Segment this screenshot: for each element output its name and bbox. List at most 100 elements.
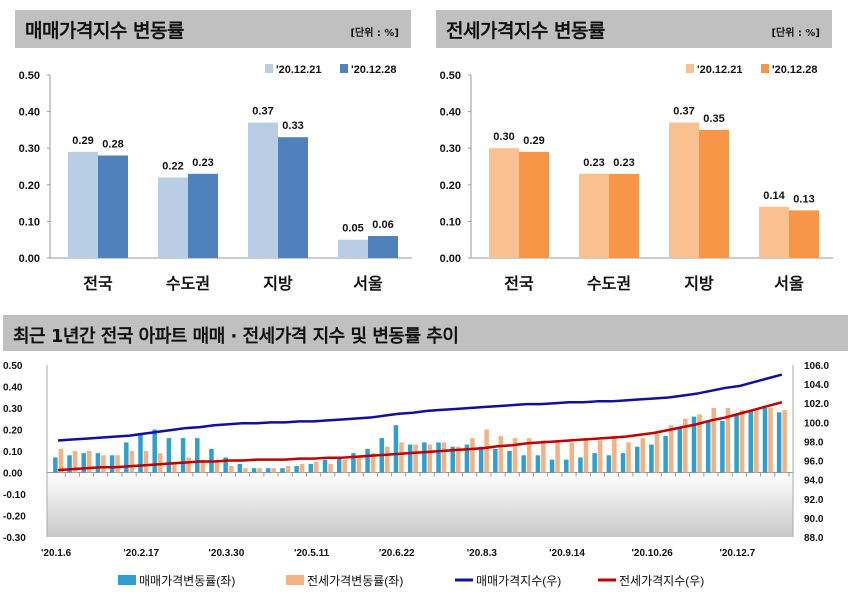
sale-rate-bar	[109, 455, 115, 473]
jeonse-y-tick-label: 0.00	[440, 253, 461, 265]
jeonse-rate-bar	[356, 457, 362, 473]
jeonse-rate-bar	[654, 433, 660, 473]
sale-data-label: 0.23	[192, 157, 213, 169]
sale-bar-prev	[158, 177, 188, 258]
sale-rate-bar	[705, 420, 711, 473]
sale-rate-bar	[138, 433, 143, 473]
jeonse-legend-label: '20.12.21	[697, 64, 742, 76]
jeonse-rate-bar	[697, 414, 702, 473]
sale-rate-bar	[521, 455, 526, 473]
jeonse-y-tick-label: 0.20	[440, 180, 461, 192]
jeonse-rate-bar	[257, 468, 262, 473]
trend-right-tick-label: 100.0	[804, 418, 829, 429]
jeonse-rate-bar	[243, 468, 248, 473]
trend-right-tick-label: 102.0	[804, 399, 829, 410]
trend-right-tick-label: 98.0	[804, 437, 824, 448]
trend-right-tick-label: 92.0	[804, 495, 824, 506]
sale-rate-bar	[734, 414, 739, 473]
sale-bar-curr	[188, 173, 218, 258]
jeonse-data-label: 0.13	[793, 193, 814, 205]
sale-rate-bar	[762, 408, 768, 473]
sale-bar-prev	[248, 122, 278, 258]
sale-rate-bar	[180, 438, 186, 473]
trend-left-tick-label: 0.40	[3, 383, 23, 394]
trend-left-tick-label: 0.20	[3, 426, 23, 437]
sale-rate-bar	[436, 442, 441, 473]
jeonse-rate-bar	[157, 453, 163, 473]
sale-bar-curr	[368, 236, 398, 258]
jeonse-index-line	[58, 401, 783, 472]
sale-y-tick-label: 0.10	[19, 216, 40, 228]
sale-rate-bar	[620, 453, 626, 473]
jeonse-rate-bar	[455, 446, 461, 473]
trend-left-tick-label: 0.50	[3, 361, 23, 372]
jeonse-rate-bar	[214, 461, 220, 473]
sale-rate-bar	[464, 444, 470, 473]
sale-rate-bar	[535, 455, 541, 473]
jeonse-rate-bar	[754, 410, 759, 473]
sale-data-label: 0.28	[102, 139, 123, 151]
jeonse-legend-swatch	[686, 64, 694, 73]
sale-bar-prev	[338, 239, 368, 258]
trend-x-tick-label: '20.5.11	[294, 548, 330, 559]
sale-rate-bar	[564, 459, 569, 473]
jeonse-rate-bar	[597, 440, 603, 473]
trend-title-bar: 최근 1년간 전국 아파트 매매 · 전세가격 지수 및 변동률 추이	[3, 315, 848, 351]
trend-left-tick-label: 0.10	[3, 447, 23, 458]
jeonse-bar-prev	[489, 148, 519, 258]
jeonse-legend-swatch	[761, 64, 769, 73]
sale-data-label: 0.37	[252, 106, 273, 118]
sale-index-line	[58, 373, 783, 442]
jeonse-bar-prev	[669, 122, 699, 258]
jeonse-category-label: 전국	[504, 275, 534, 293]
sale-rate-bar	[649, 444, 654, 473]
sale-rate-bar	[53, 457, 58, 473]
jeonse-y-tick-label: 0.10	[440, 216, 461, 228]
jeonse-rate-bar	[285, 466, 291, 473]
sale-rate-bar	[322, 459, 328, 473]
sale-rate-bar	[478, 446, 484, 473]
sale-rate-bar	[365, 448, 370, 473]
sale-rate-bar	[720, 420, 725, 473]
jeonse-rate-bar	[72, 451, 78, 473]
jeonse-rate-bar	[314, 461, 319, 473]
sale-rate-bar	[351, 453, 356, 473]
jeonse-data-label: 0.35	[703, 113, 724, 125]
jeonse-rate-bar	[101, 455, 106, 473]
sale-rate-bar	[393, 425, 399, 473]
jeonse-category-label: 수도권	[587, 274, 631, 293]
sale-data-label: 0.33	[282, 120, 303, 132]
jeonse-rate-bar	[129, 451, 135, 473]
jeonse-rate-bar	[399, 442, 404, 473]
sale-category-label: 전국	[83, 275, 113, 293]
trend-left-tick-label: -0.10	[3, 490, 26, 501]
trend-left-tick-label: -0.30	[3, 533, 26, 544]
jeonse-rate-bar	[541, 440, 546, 473]
sale-rate-bar	[407, 444, 413, 473]
sale-bar-curr	[98, 155, 128, 258]
sale-rate-bar	[450, 446, 455, 473]
trend-x-tick-label: '20.6.22	[379, 548, 415, 559]
trend-left-tick-label: 0.30	[3, 404, 23, 415]
sale-rate-bar	[677, 427, 683, 473]
jeonse-rate-bar	[683, 418, 688, 473]
jeonse-data-label: 0.23	[583, 157, 604, 169]
trend-right-tick-label: 94.0	[804, 476, 824, 487]
sale-legend-swatch	[340, 64, 348, 73]
sale-data-label: 0.06	[372, 219, 393, 231]
jeonse-title-bar: 전세가격지수 변동률 [단위 : %]	[436, 10, 832, 48]
jeonse-data-label: 0.14	[763, 190, 785, 202]
trend-legend-swatch	[286, 575, 304, 585]
sale-y-tick-label: 0.30	[19, 143, 40, 155]
jeonse-bar-prev	[579, 173, 609, 258]
jeonse-rate-bar	[555, 442, 560, 473]
sale-rate-bar	[124, 442, 129, 473]
jeonse-y-tick-label: 0.30	[440, 143, 461, 155]
jeonse-rate-bar	[86, 451, 92, 473]
jeonse-rate-bar	[370, 453, 376, 473]
sale-rate-bar	[95, 453, 101, 473]
trend-legend-swatch	[118, 575, 136, 585]
jeonse-bar-curr	[789, 210, 819, 258]
jeonse-rate-bar	[115, 455, 120, 473]
